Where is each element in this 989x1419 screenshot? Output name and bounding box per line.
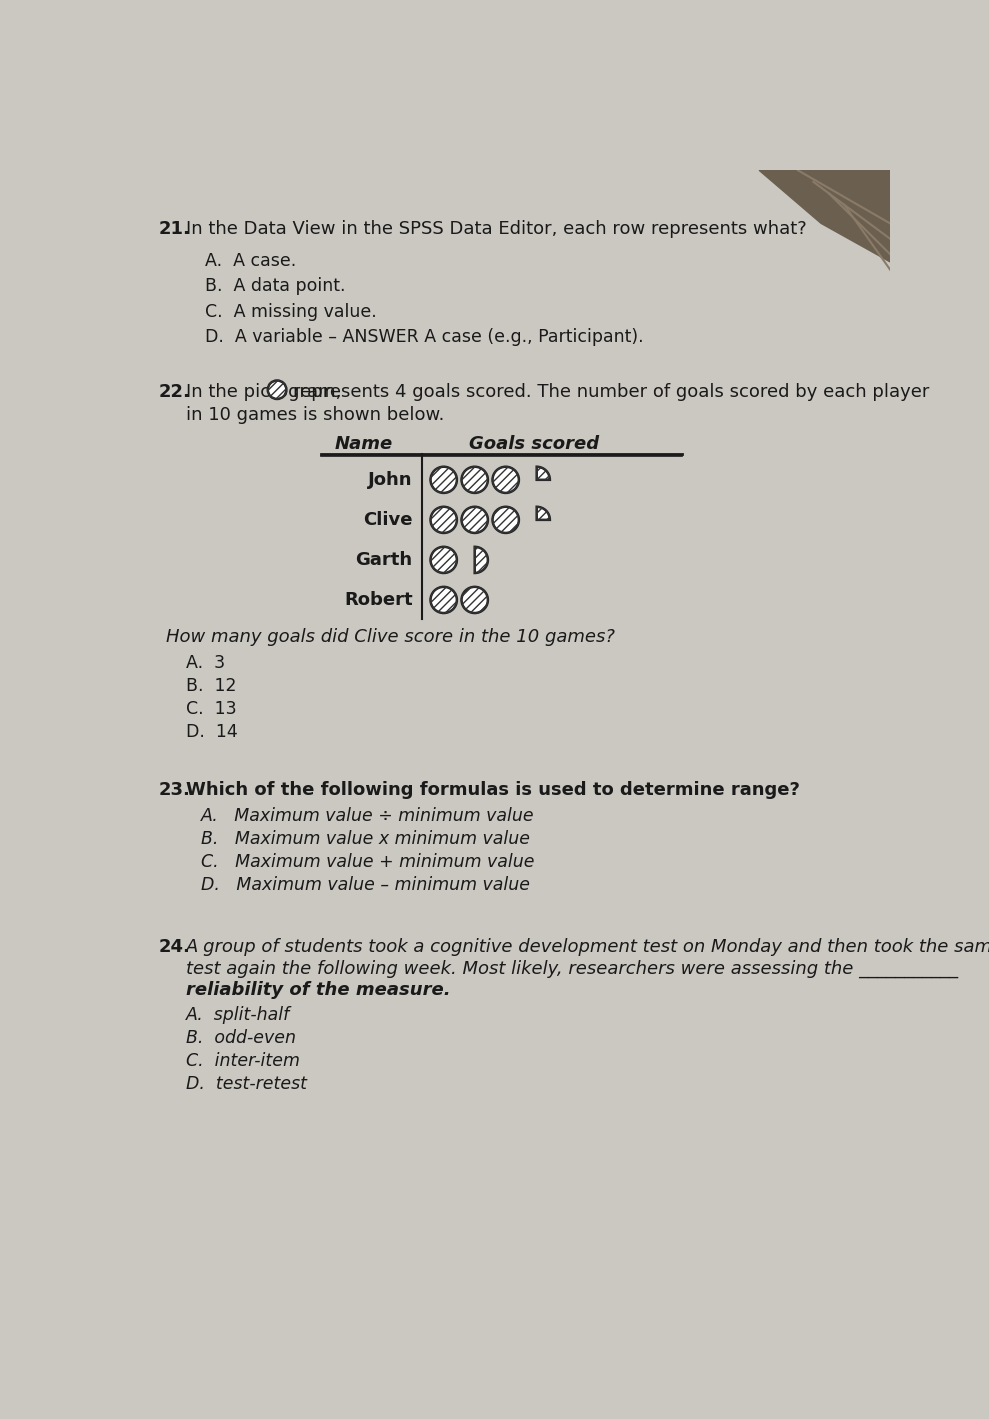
Text: A.  3: A. 3	[186, 654, 225, 671]
Text: John: John	[368, 471, 412, 488]
Text: 22.: 22.	[158, 383, 190, 400]
Text: B.  odd-even: B. odd-even	[186, 1029, 296, 1047]
Circle shape	[462, 467, 488, 492]
Text: In the pictogram,: In the pictogram,	[186, 383, 341, 400]
Text: D.  test-retest: D. test-retest	[186, 1076, 307, 1093]
Polygon shape	[760, 170, 890, 263]
Text: Clive: Clive	[363, 511, 412, 529]
Text: How many goals did Clive score in the 10 games?: How many goals did Clive score in the 10…	[166, 627, 615, 646]
Text: C.  13: C. 13	[186, 700, 236, 718]
Text: C.  inter-item: C. inter-item	[186, 1051, 300, 1070]
Text: Name: Name	[334, 436, 393, 453]
Text: Garth: Garth	[356, 551, 412, 569]
Wedge shape	[537, 507, 550, 519]
Text: 21.: 21.	[158, 220, 190, 237]
Text: In the Data View in the SPSS Data Editor, each row represents what?: In the Data View in the SPSS Data Editor…	[186, 220, 806, 237]
Circle shape	[430, 546, 457, 573]
Text: represents 4 goals scored. The number of goals scored by each player: represents 4 goals scored. The number of…	[293, 383, 929, 400]
Wedge shape	[537, 467, 550, 480]
Text: 24.: 24.	[158, 938, 190, 956]
Circle shape	[462, 587, 488, 613]
Text: 23.: 23.	[158, 780, 190, 799]
Text: C.  A missing value.: C. A missing value.	[205, 302, 377, 321]
Circle shape	[430, 587, 457, 613]
Wedge shape	[475, 546, 488, 573]
Text: A.   Maximum value ÷ minimum value: A. Maximum value ÷ minimum value	[201, 807, 535, 824]
Text: A group of students took a cognitive development test on Monday and then took th: A group of students took a cognitive dev…	[186, 938, 989, 956]
Text: Robert: Robert	[344, 590, 412, 609]
Text: A.  split-half: A. split-half	[186, 1006, 290, 1023]
Circle shape	[430, 467, 457, 492]
Circle shape	[462, 507, 488, 534]
Circle shape	[268, 380, 287, 399]
Text: reliability of the measure.: reliability of the measure.	[186, 981, 450, 999]
Text: D.   Maximum value – minimum value: D. Maximum value – minimum value	[201, 877, 530, 894]
Text: B.   Maximum value x minimum value: B. Maximum value x minimum value	[201, 830, 530, 849]
Text: Goals scored: Goals scored	[470, 436, 599, 453]
Circle shape	[493, 507, 519, 534]
Text: B.  A data point.: B. A data point.	[205, 277, 345, 295]
Text: A.  A case.: A. A case.	[205, 253, 297, 270]
Text: D.  14: D. 14	[186, 724, 237, 741]
Circle shape	[430, 507, 457, 534]
Text: in 10 games is shown below.: in 10 games is shown below.	[186, 406, 444, 424]
Text: C.   Maximum value + minimum value: C. Maximum value + minimum value	[201, 853, 535, 871]
Text: Which of the following formulas is used to determine range?: Which of the following formulas is used …	[186, 780, 799, 799]
Text: test again the following week. Most likely, researchers were assessing the _____: test again the following week. Most like…	[186, 959, 957, 978]
Text: D.  A variable – ANSWER A case (e.g., Participant).: D. A variable – ANSWER A case (e.g., Par…	[205, 328, 644, 346]
Text: B.  12: B. 12	[186, 677, 236, 695]
Circle shape	[493, 467, 519, 492]
